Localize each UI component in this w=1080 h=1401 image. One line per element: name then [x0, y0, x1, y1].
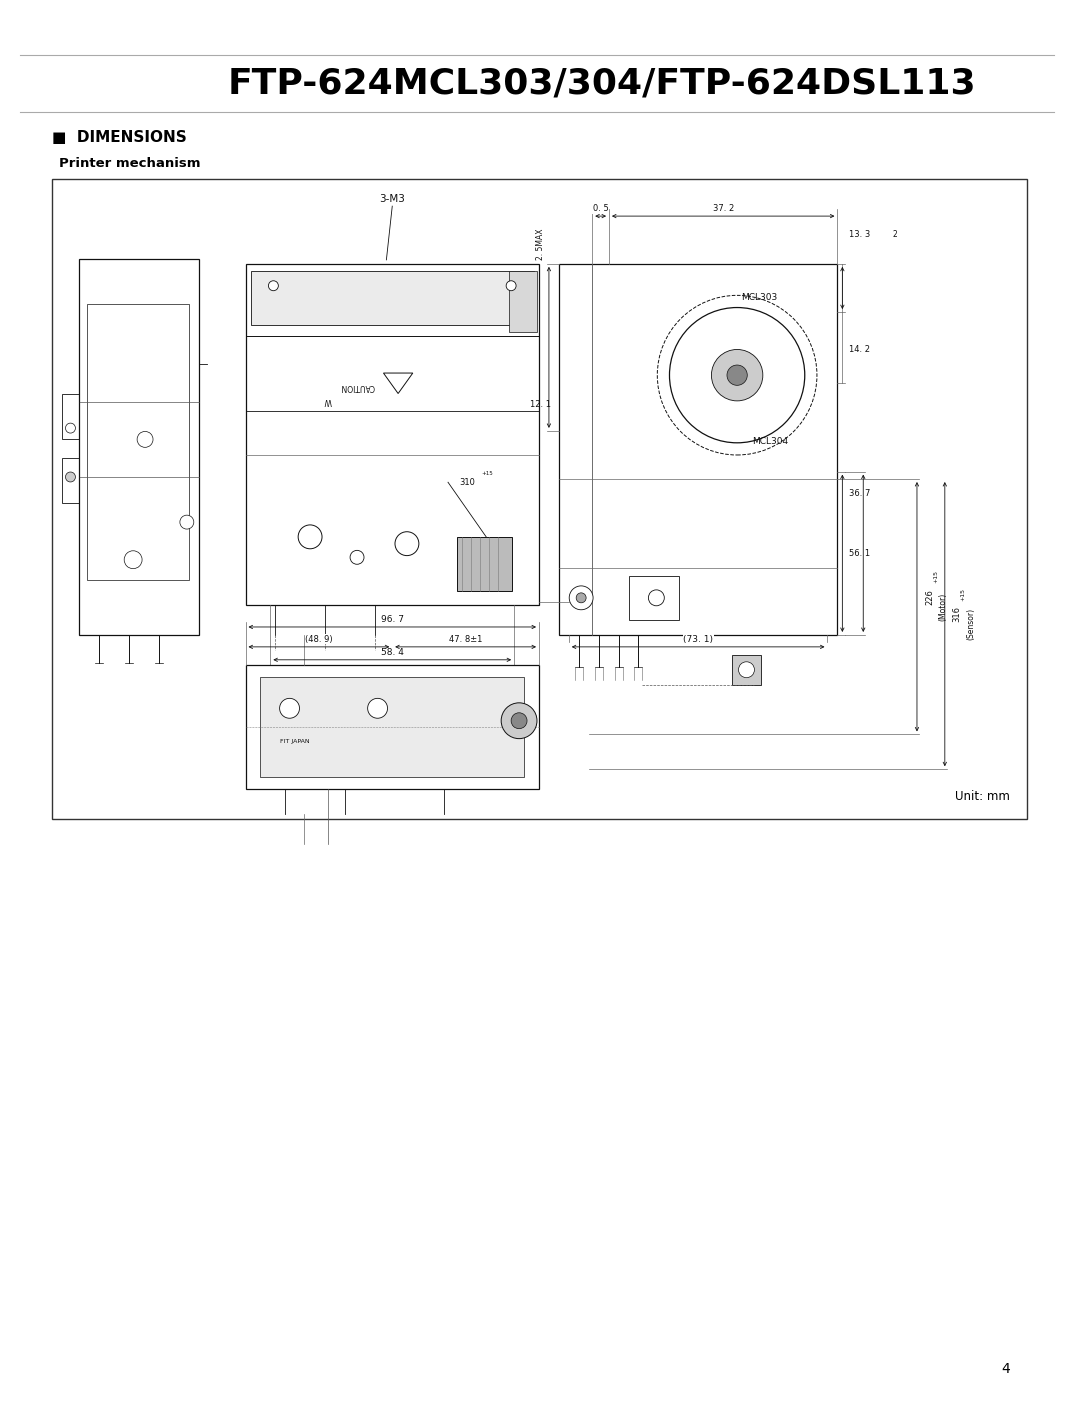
Text: 47. 8±1: 47. 8±1: [449, 635, 483, 644]
Text: (Sensor): (Sensor): [967, 608, 975, 640]
Circle shape: [395, 532, 419, 556]
Text: (73. 1): (73. 1): [684, 635, 713, 644]
Circle shape: [727, 366, 747, 385]
Bar: [251, 270, 534, 325]
Text: +15: +15: [482, 471, 494, 476]
Text: 3-M3: 3-M3: [379, 195, 405, 205]
Circle shape: [124, 551, 143, 569]
Text: MCL304: MCL304: [753, 437, 788, 447]
Bar: [245, 665, 539, 789]
Text: Printer mechanism: Printer mechanism: [59, 157, 201, 171]
Text: 37. 2: 37. 2: [713, 205, 733, 213]
Bar: [731, 654, 761, 685]
Circle shape: [269, 280, 279, 290]
Circle shape: [569, 586, 593, 609]
Circle shape: [280, 698, 299, 719]
Bar: [62, 458, 80, 503]
Text: 13. 3: 13. 3: [849, 230, 870, 238]
Circle shape: [670, 308, 805, 443]
Circle shape: [501, 703, 537, 738]
Text: 56. 1: 56. 1: [849, 549, 870, 558]
Circle shape: [137, 432, 153, 447]
Circle shape: [511, 713, 527, 729]
Text: (Motor): (Motor): [939, 593, 948, 621]
Text: W: W: [324, 396, 332, 405]
Bar: [457, 537, 512, 591]
Text: ■  DIMENSIONS: ■ DIMENSIONS: [52, 130, 187, 144]
Text: CAUTION: CAUTION: [340, 382, 375, 391]
Text: MCL303: MCL303: [741, 293, 778, 301]
Bar: [629, 576, 678, 621]
Bar: [558, 263, 837, 635]
Circle shape: [712, 349, 762, 401]
Bar: [260, 677, 524, 778]
Circle shape: [298, 525, 322, 549]
Text: 0. 5: 0. 5: [593, 205, 608, 213]
Text: +15: +15: [961, 588, 966, 601]
Text: 310: 310: [460, 478, 475, 486]
Text: 2. 5MAX: 2. 5MAX: [537, 228, 545, 259]
Text: 2: 2: [892, 230, 896, 238]
Text: 96. 7: 96. 7: [381, 615, 404, 623]
Circle shape: [66, 423, 76, 433]
Circle shape: [180, 516, 193, 530]
Bar: [87, 304, 189, 580]
Circle shape: [350, 551, 364, 565]
Text: Unit: mm: Unit: mm: [955, 790, 1010, 803]
Bar: [80, 259, 199, 635]
Text: 14. 2: 14. 2: [849, 345, 870, 353]
Circle shape: [507, 280, 516, 290]
Text: 12. 1: 12. 1: [530, 401, 551, 409]
Text: FIT JAPAN: FIT JAPAN: [281, 740, 310, 744]
Text: 226: 226: [924, 588, 934, 605]
Text: 58. 4: 58. 4: [381, 647, 404, 657]
Bar: [245, 263, 539, 605]
Text: FTP-624MCL303/304/FTP-624DSL113: FTP-624MCL303/304/FTP-624DSL113: [227, 66, 976, 99]
Circle shape: [576, 593, 586, 602]
Text: (48. 9): (48. 9): [305, 635, 333, 644]
Text: 316: 316: [953, 607, 962, 622]
Text: 36. 7: 36. 7: [849, 489, 870, 499]
Circle shape: [66, 472, 76, 482]
Circle shape: [739, 661, 755, 678]
Bar: [509, 270, 537, 332]
Bar: [52, 179, 1027, 820]
Circle shape: [648, 590, 664, 605]
Text: 4: 4: [1001, 1362, 1010, 1376]
Bar: [62, 394, 80, 440]
Circle shape: [367, 698, 388, 719]
Text: +15: +15: [933, 570, 937, 583]
